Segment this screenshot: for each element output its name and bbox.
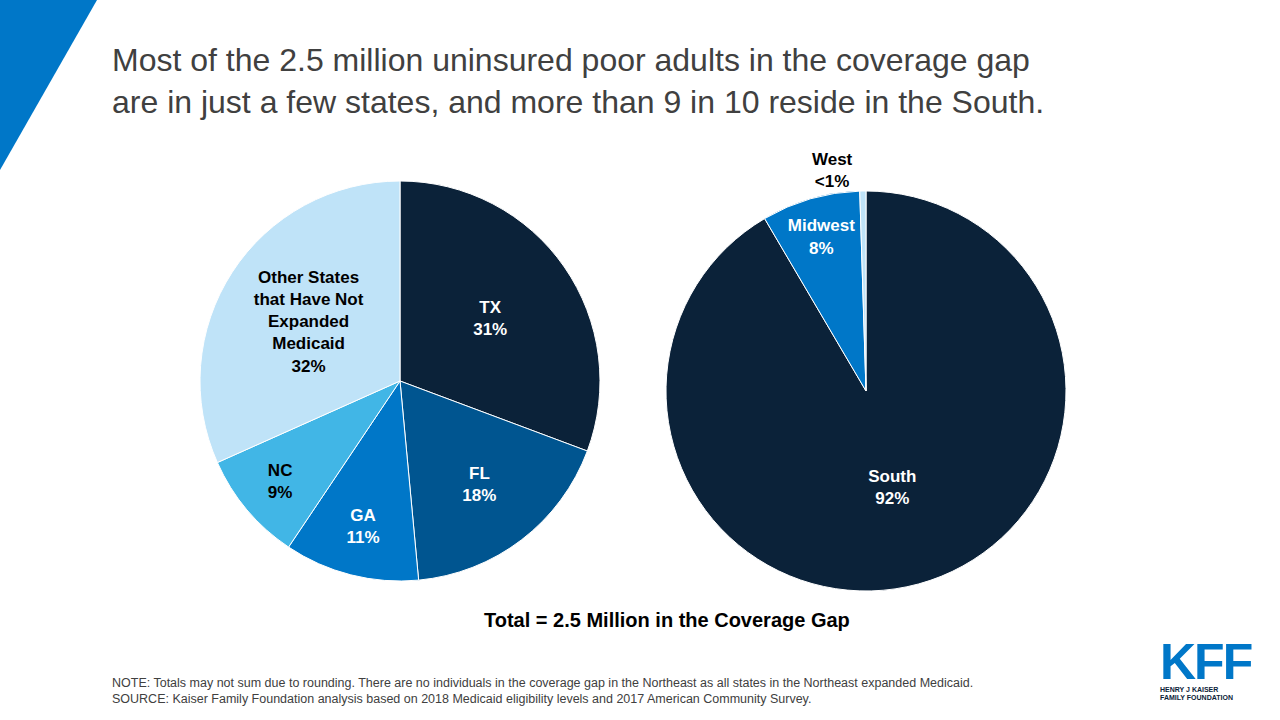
svg-text:SOURCE: Kaiser Family Foundati: SOURCE: Kaiser Family Foundation analysi… xyxy=(112,692,811,706)
svg-text:Total = 2.5 Million in the Cov: Total = 2.5 Million in the Coverage Gap xyxy=(484,609,850,631)
svg-text:TX31%: TX31% xyxy=(473,298,507,339)
svg-text:Other Statesthat Have NotExpan: Other Statesthat Have NotExpandedMedicai… xyxy=(254,268,364,375)
svg-text:NOTE: Totals may not sum due t: NOTE: Totals may not sum due to rounding… xyxy=(112,676,973,690)
svg-text:FL18%: FL18% xyxy=(462,464,496,505)
html-text:KFF: KFF xyxy=(1160,634,1252,690)
html-text:FAMILY FOUNDATION: FAMILY FOUNDATION xyxy=(1160,694,1233,701)
svg-text:Most of the 2.5 million uninsu: Most of the 2.5 million uninsured poor a… xyxy=(112,42,1044,120)
svg-text:South92%: South92% xyxy=(868,467,916,508)
svg-text:West<1%: West<1% xyxy=(812,150,853,191)
svg-text:GA11%: GA11% xyxy=(347,506,380,547)
html-text:HENRY J KAISER: HENRY J KAISER xyxy=(1160,686,1219,693)
svg-text:Midwest8%: Midwest8% xyxy=(788,216,855,257)
svg-text:NC9%: NC9% xyxy=(268,461,293,502)
